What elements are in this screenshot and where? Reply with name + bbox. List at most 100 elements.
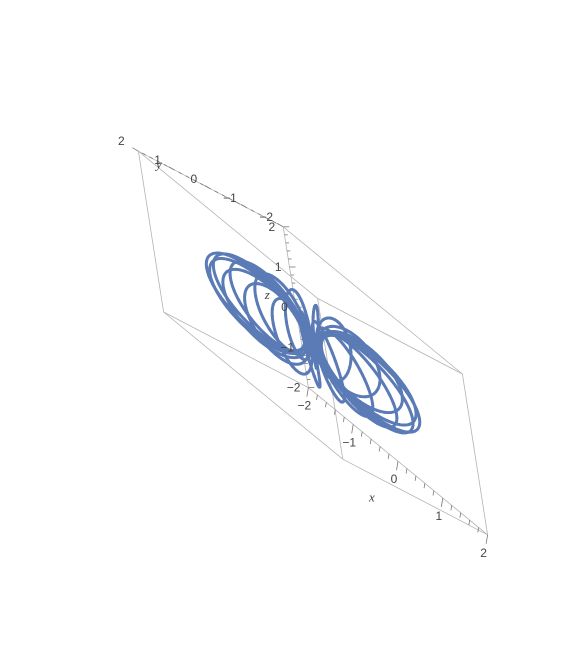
x-axis-tick-minor [378, 446, 381, 452]
bounding-box-front [282, 226, 488, 535]
x-axis-tick-minor [387, 453, 390, 459]
y-axis-tick-minor [214, 190, 219, 194]
curve-segment [257, 326, 269, 338]
y-tick-label: −2 [259, 210, 273, 224]
curve-segment [286, 289, 295, 300]
box-edge-6 [163, 311, 344, 460]
curve-segment [265, 334, 277, 344]
curve-segment [256, 330, 270, 341]
curve-segment [267, 343, 280, 352]
box-edge-5 [138, 151, 164, 313]
curve-segment [408, 409, 415, 421]
curve-segment [369, 348, 381, 359]
curve-segment [367, 362, 379, 376]
curve-segment [268, 279, 281, 292]
curve-segment [387, 365, 399, 379]
x-tick-label: 0 [391, 472, 398, 486]
curve-segment [247, 314, 255, 327]
curve-segment [296, 293, 303, 301]
x-axis-tick-minor [343, 416, 345, 423]
curve-segment [342, 343, 351, 355]
curve-segment [382, 382, 391, 396]
curve-segment [259, 310, 267, 323]
curve-segment [344, 332, 356, 340]
y-tick-label: 2 [118, 134, 125, 148]
x-axis-tick-minor [459, 512, 462, 518]
curve-segment [336, 336, 346, 347]
curve-segment [299, 317, 307, 328]
x-tick-label: 2 [480, 546, 487, 560]
curve-segment [276, 283, 287, 295]
curve-segment [358, 399, 370, 409]
x-tick-label: 1 [435, 509, 442, 523]
y-axis-tick-major [204, 185, 212, 190]
x-axis-tick-major [351, 424, 354, 434]
curve-segment [353, 359, 362, 373]
curve-segment [376, 414, 389, 423]
curve-segment [361, 341, 373, 352]
y-axis-tick-major [168, 166, 175, 171]
curve-segment [395, 375, 406, 388]
x-axis-tick-minor [325, 402, 327, 408]
y-axis-tick-minor [221, 194, 226, 197]
box-edge-1 [163, 311, 309, 388]
box-edge-4 [282, 226, 463, 375]
curve-segment [263, 319, 271, 331]
y-axis-label: y [154, 157, 162, 172]
curve-segment [362, 351, 376, 363]
curve-segment [251, 323, 259, 335]
curve-segment [359, 353, 371, 366]
curve-segment [249, 317, 261, 330]
curve-segment [351, 345, 363, 357]
box-edge-9 [342, 458, 488, 536]
box-edge-10 [317, 298, 463, 375]
curve-segment [378, 361, 392, 374]
curve-segment [359, 403, 373, 416]
y-axis-tick-minor [192, 179, 197, 182]
curve-segment [225, 253, 238, 260]
y-axis-tick-minor [257, 213, 262, 216]
curve-segment [291, 297, 300, 309]
y-axis-tick-minor [265, 216, 269, 220]
curve-segment [381, 369, 394, 383]
x-axis-tick-minor [414, 475, 417, 481]
curve-segment [372, 359, 385, 373]
x-tick-label: −2 [298, 399, 312, 413]
y-tick-label: −1 [223, 191, 237, 205]
z-tick-label: 1 [275, 260, 282, 274]
x-axis-tick-minor [468, 520, 471, 526]
x-axis-tick-minor [360, 431, 363, 437]
curve-segment [358, 345, 372, 356]
x-axis-tick-minor [432, 490, 435, 496]
z-tick-label: −2 [287, 381, 301, 395]
curve-segment [351, 402, 364, 414]
y-axis-tick-minor [149, 156, 154, 160]
curve-segment [301, 313, 307, 320]
y-axis-tick-minor [156, 160, 161, 163]
y-axis-tick-major [132, 147, 139, 152]
curve-segment [333, 359, 340, 371]
curve-segment [331, 380, 341, 393]
curve-segment [243, 262, 258, 273]
curve-segment [235, 261, 248, 269]
curve-segment [283, 292, 294, 305]
curve-segment [249, 263, 262, 274]
curve-segment [408, 393, 416, 406]
curve-segment [391, 372, 400, 384]
y-tick-label: 0 [190, 172, 197, 186]
x-axis-tick-minor [450, 505, 453, 511]
curve-segment [244, 265, 258, 276]
y-axis-tick-minor [236, 201, 240, 205]
curve-segment [379, 419, 393, 429]
curve-segment [367, 413, 380, 424]
y-axis-tick-minor [178, 171, 183, 175]
curve-segment [264, 278, 278, 292]
x-axis-tick-minor [477, 527, 480, 533]
z-tick-label: 0 [281, 300, 288, 314]
curve-segment [343, 393, 355, 406]
curve-segment [243, 269, 255, 277]
curve-segment [363, 378, 370, 391]
y-axis-tick-minor [229, 198, 233, 201]
curve-segment [397, 380, 409, 394]
